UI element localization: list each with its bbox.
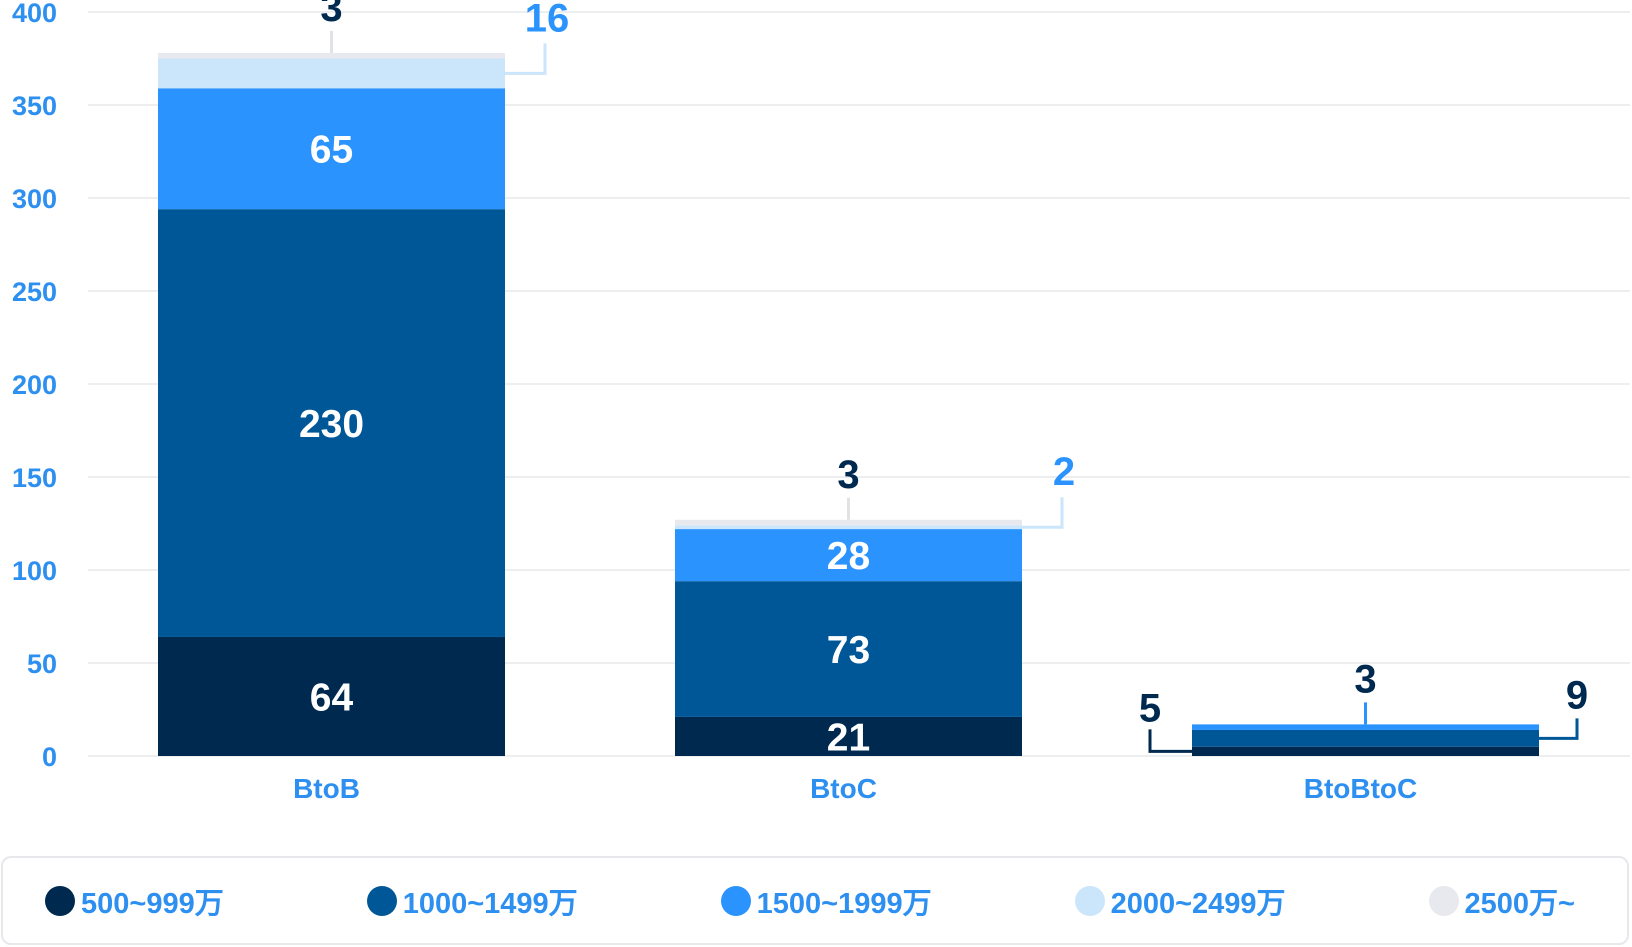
data-label: 21 [827, 716, 870, 759]
legend-swatch [1074, 885, 1105, 916]
legend-label: 1000~1499万 [402, 887, 578, 920]
x-axis-tick-labels: BtoB BtoC BtoBtoC [293, 773, 1417, 804]
bar-segment [675, 529, 1022, 582]
y-tick-label: 250 [12, 277, 57, 307]
data-label: 73 [827, 629, 870, 672]
bar-segment [675, 525, 1022, 530]
legend-label: 1500~1999万 [756, 887, 932, 920]
y-tick-label: 350 [12, 91, 57, 121]
bar-segment [675, 581, 1022, 717]
callouts: 3 16 3 2 5 3 9 [320, 0, 1588, 753]
callout-label: 3 [320, 0, 342, 30]
bars: 64 230 65 21 73 28 [158, 52, 1539, 759]
callout-label: 2 [1053, 450, 1075, 494]
legend-item-2500-plus: 2500万~ [1428, 880, 1575, 922]
bar-segment [158, 209, 505, 637]
data-label: 65 [310, 129, 353, 172]
callout-label: 16 [525, 0, 570, 40]
legend-swatch [366, 885, 397, 916]
x-tick-label: BtoBtoC [1304, 773, 1418, 804]
x-tick-label: BtoB [293, 773, 360, 804]
x-tick-label: BtoC [810, 773, 877, 804]
bar-segment [675, 519, 1022, 526]
bar-segment [675, 716, 1022, 756]
bar-segment [1192, 746, 1539, 756]
bar-segment [158, 88, 505, 210]
callout-label: 5 [1139, 686, 1161, 730]
y-tick-label: 50 [27, 649, 57, 679]
legend-label: 2500万~ [1464, 887, 1575, 920]
callout-leader [1539, 718, 1579, 740]
callout-leader [1022, 497, 1064, 529]
legend-swatch [45, 885, 75, 916]
stacked-bar-chart: 0 50 100 150 200 250 300 350 400 64 230 65 21 73 28 3… [12, 0, 1630, 804]
data-label: 230 [299, 403, 364, 446]
bar-segment [1192, 729, 1539, 747]
callout-label: 3 [1354, 657, 1376, 701]
data-label: 28 [827, 535, 870, 578]
legend-item-1500-1999: 1500~1999万 [720, 880, 932, 922]
data-label: 64 [310, 676, 354, 719]
y-tick-label: 0 [42, 742, 57, 772]
y-tick-label: 150 [12, 463, 57, 493]
y-tick-label: 100 [12, 556, 57, 586]
callout-label: 9 [1566, 673, 1588, 717]
callout-label: 3 [837, 453, 859, 497]
callout-leader [505, 43, 547, 75]
legend: 500~999万 1000~1499万 1500~1999万 2000~2499… [1, 856, 1629, 945]
legend-item-1000-1499: 1000~1499万 [366, 880, 578, 922]
legend-swatch [1428, 885, 1459, 916]
legend-label: 2000~2499万 [1110, 887, 1286, 920]
legend-item-2000-2499: 2000~2499万 [1074, 880, 1286, 922]
legend-swatch [720, 885, 751, 916]
y-axis-tick-labels: 0 50 100 150 200 250 300 350 400 [12, 0, 57, 772]
bar-segment [1192, 724, 1539, 730]
y-tick-label: 400 [12, 0, 57, 28]
bar-segment [158, 58, 505, 89]
legend-label: 500~999万 [81, 887, 224, 920]
bar-segment [158, 52, 505, 59]
callout-leader [1148, 729, 1192, 753]
bar-segment [158, 636, 505, 756]
legend-item-500-999: 500~999万 [45, 880, 224, 922]
y-tick-label: 300 [12, 184, 57, 214]
y-tick-label: 200 [12, 370, 57, 400]
